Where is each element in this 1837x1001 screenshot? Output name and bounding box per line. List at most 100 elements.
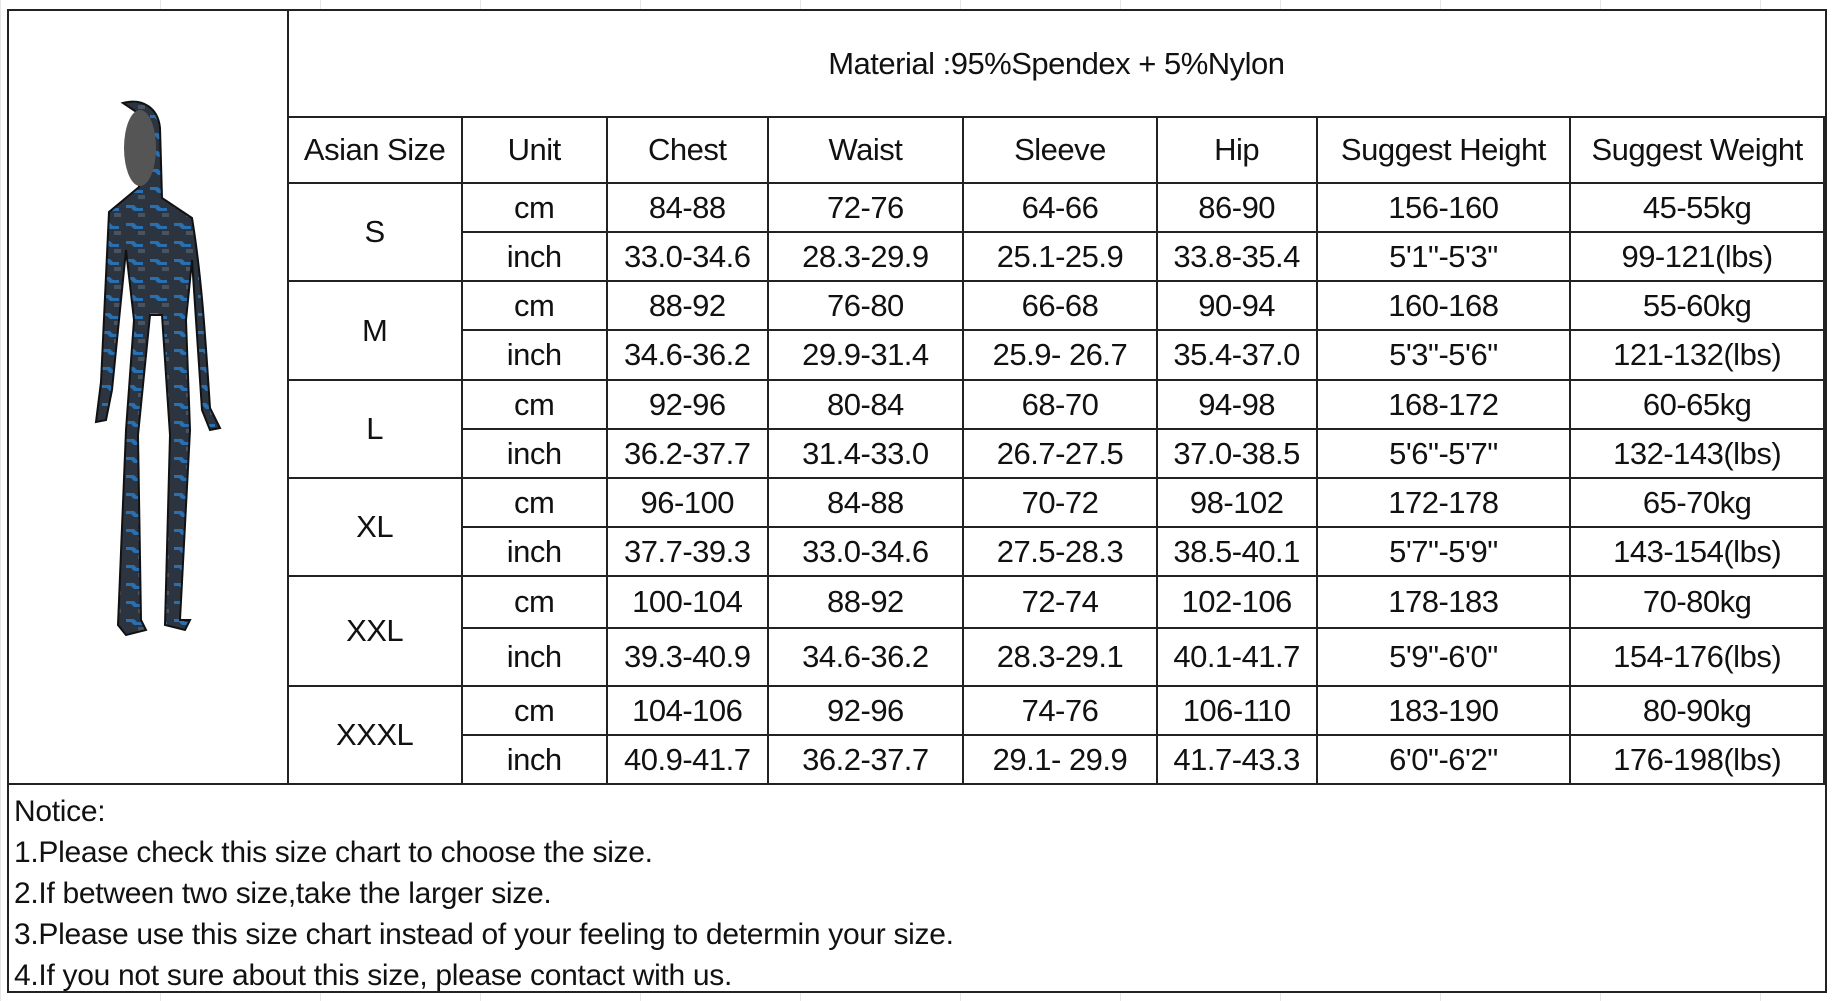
- notice-item: 3.Please use this size chart instead of …: [14, 918, 954, 951]
- value-cell: 33.0-34.6: [766, 526, 965, 577]
- table-row: inch 39.3-40.9 34.6-36.2 28.3-29.1 40.1-41.7…: [9, 627, 1825, 687]
- table-row: inch 40.9-41.7 36.2-37.7 29.1- 29.9 41.7-43.…: [9, 734, 1825, 785]
- value-cell: 102-106: [1155, 575, 1318, 629]
- value-cell: 176-198(lbs): [1569, 734, 1825, 785]
- value-cell: 29.1- 29.9: [962, 734, 1158, 785]
- value-cell: 5'7"-5'9": [1315, 526, 1572, 577]
- value-cell: 5'9"-6'0": [1315, 627, 1572, 687]
- value-cell: 96-100: [605, 477, 769, 528]
- value-cell: 28.3-29.9: [766, 231, 965, 282]
- table-row: XXXL cm 104-106 92-96 74-76 106-110 183-190 80-…: [9, 685, 1825, 785]
- value-cell: 100-104: [605, 575, 769, 629]
- value-cell: 39.3-40.9: [605, 627, 769, 687]
- unit-cell: inch: [460, 627, 608, 687]
- value-cell: 64-66: [962, 182, 1158, 233]
- table-row: inch 37.7-39.3 33.0-34.6 27.5-28.3 38.5-40.1…: [9, 526, 1825, 577]
- value-cell: 121-132(lbs): [1569, 329, 1825, 381]
- unit-cell: cm: [460, 379, 608, 430]
- size-chart: Material :95%Spendex + 5%Nylon Asian Siz…: [7, 9, 1827, 993]
- value-cell: 156-160: [1315, 182, 1572, 233]
- value-cell: 65-70kg: [1569, 477, 1825, 528]
- unit-cell: cm: [460, 280, 608, 331]
- header-row: Asian Size Unit Chest Waist Sleeve Hip Suggest…: [9, 116, 1825, 184]
- value-cell: 37.7-39.3: [605, 526, 769, 577]
- value-cell: 72-74: [962, 575, 1158, 629]
- unit-cell: cm: [460, 685, 608, 736]
- value-cell: 36.2-37.7: [605, 428, 769, 479]
- value-cell: 88-92: [605, 280, 769, 331]
- size-table: Material :95%Spendex + 5%Nylon Asian Siz…: [9, 11, 1825, 785]
- value-cell: 160-168: [1315, 280, 1572, 331]
- size-label: XL: [286, 477, 463, 577]
- value-cell: 60-65kg: [1569, 379, 1825, 430]
- value-cell: 99-121(lbs): [1569, 231, 1825, 282]
- value-cell: 41.7-43.3: [1155, 734, 1318, 785]
- value-cell: 29.9-31.4: [766, 329, 965, 381]
- value-cell: 90-94: [1155, 280, 1318, 331]
- table-row: inch 34.6-36.2 29.9-31.4 25.9- 26.7 35.4-37.…: [9, 329, 1825, 381]
- column-header: Suggest Weight: [1569, 116, 1825, 184]
- value-cell: 92-96: [766, 685, 965, 736]
- unit-cell: cm: [460, 575, 608, 629]
- size-label: M: [286, 280, 463, 381]
- column-header: Suggest Height: [1315, 116, 1572, 184]
- value-cell: 70-80kg: [1569, 575, 1825, 629]
- unit-cell: inch: [460, 231, 608, 282]
- column-header: Waist: [766, 116, 965, 184]
- value-cell: 6'0"-6'2": [1315, 734, 1572, 785]
- size-label: S: [286, 182, 463, 282]
- value-cell: 84-88: [605, 182, 769, 233]
- value-cell: 5'6"-5'7": [1315, 428, 1572, 479]
- column-header: Sleeve: [962, 116, 1158, 184]
- value-cell: 74-76: [962, 685, 1158, 736]
- value-cell: 143-154(lbs): [1569, 526, 1825, 577]
- value-cell: 106-110: [1155, 685, 1318, 736]
- value-cell: 45-55kg: [1569, 182, 1825, 233]
- column-header: Hip: [1155, 116, 1318, 184]
- value-cell: 154-176(lbs): [1569, 627, 1825, 687]
- value-cell: 38.5-40.1: [1155, 526, 1318, 577]
- value-cell: 88-92: [766, 575, 965, 629]
- value-cell: 33.0-34.6: [605, 231, 769, 282]
- value-cell: 35.4-37.0: [1155, 329, 1318, 381]
- unit-cell: cm: [460, 182, 608, 233]
- product-image: [9, 11, 289, 785]
- value-cell: 94-98: [1155, 379, 1318, 430]
- value-cell: 25.1-25.9: [962, 231, 1158, 282]
- value-cell: 80-90kg: [1569, 685, 1825, 736]
- value-cell: 76-80: [766, 280, 965, 331]
- unit-cell: inch: [460, 734, 608, 785]
- notice-item: 4.If you not sure about this size, pleas…: [14, 959, 733, 992]
- wetsuit-image: [94, 100, 222, 637]
- value-cell: 34.6-36.2: [605, 329, 769, 381]
- value-cell: 168-172: [1315, 379, 1572, 430]
- table-row: XXL cm 100-104 88-92 72-74 102-106 178-183 70-8…: [9, 575, 1825, 687]
- value-cell: 104-106: [605, 685, 769, 736]
- value-cell: 80-84: [766, 379, 965, 430]
- value-cell: 31.4-33.0: [766, 428, 965, 479]
- value-cell: 86-90: [1155, 182, 1318, 233]
- value-cell: 25.9- 26.7: [962, 329, 1158, 381]
- value-cell: 34.6-36.2: [766, 627, 965, 687]
- notice-item: 2.If between two size,take the larger si…: [14, 877, 552, 910]
- value-cell: 84-88: [766, 477, 965, 528]
- value-cell: 40.9-41.7: [605, 734, 769, 785]
- column-header: Asian Size: [286, 116, 463, 184]
- notice-item: 1.Please check this size chart to choose…: [14, 836, 653, 869]
- size-label: L: [286, 379, 463, 479]
- unit-cell: inch: [460, 526, 608, 577]
- table-row: inch 36.2-37.7 31.4-33.0 26.7-27.5 37.0-38.5…: [9, 428, 1825, 479]
- value-cell: 26.7-27.5: [962, 428, 1158, 479]
- column-header: Unit: [460, 116, 608, 184]
- value-cell: 183-190: [1315, 685, 1572, 736]
- unit-cell: inch: [460, 428, 608, 479]
- unit-cell: inch: [460, 329, 608, 381]
- value-cell: 172-178: [1315, 477, 1572, 528]
- table-row: inch 33.0-34.6 28.3-29.9 25.1-25.9 33.8-35.4…: [9, 231, 1825, 282]
- value-cell: 98-102: [1155, 477, 1318, 528]
- value-cell: 55-60kg: [1569, 280, 1825, 331]
- value-cell: 92-96: [605, 379, 769, 430]
- table-row: XL cm 96-100 84-88 70-72 98-102 172-178 65-70kg: [9, 477, 1825, 577]
- value-cell: 5'1"-5'3": [1315, 231, 1572, 282]
